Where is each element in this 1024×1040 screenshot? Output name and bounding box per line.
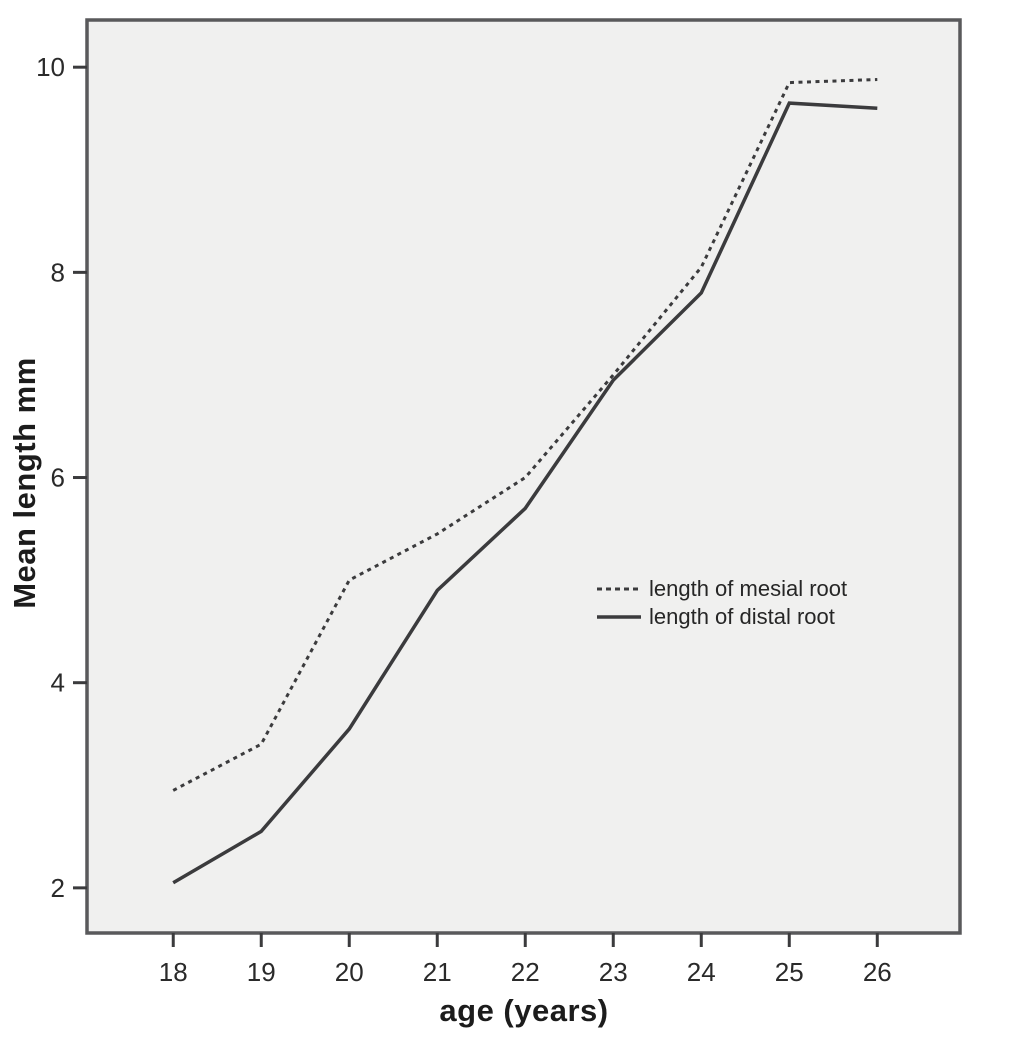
legend: length of mesial root length of distal r… xyxy=(596,575,847,631)
series-line-distal-root xyxy=(172,101,878,885)
legend-item-distal-root: length of distal root xyxy=(596,603,847,631)
x-tick-label: 26 xyxy=(863,957,892,987)
x-tick-label: 20 xyxy=(335,957,364,987)
x-tick-label: 25 xyxy=(775,957,804,987)
x-tick-label: 19 xyxy=(247,957,276,987)
y-tick-label: 10 xyxy=(36,52,65,82)
dashed-line-sample-icon xyxy=(597,587,641,591)
legend-label-mesial-root: length of mesial root xyxy=(649,576,848,601)
y-tick-label: 4 xyxy=(51,668,65,698)
legend-item-mesial-root: length of mesial root xyxy=(596,575,847,603)
y-tick-label: 8 xyxy=(51,257,65,287)
x-tick-label: 24 xyxy=(687,957,716,987)
x-tick-label: 22 xyxy=(511,957,540,987)
y-tick-label: 6 xyxy=(51,463,65,493)
plot-area xyxy=(85,18,962,935)
solid-line-sample-icon xyxy=(597,615,641,619)
y-tick-label: 2 xyxy=(51,873,65,903)
x-tick-label: 18 xyxy=(159,957,188,987)
x-tick-label: 23 xyxy=(599,957,628,987)
y-axis-title: Mean length mm xyxy=(7,357,42,609)
x-axis-title: age (years) xyxy=(439,993,609,1028)
x-tick-label: 21 xyxy=(423,957,452,987)
legend-label-distal-root: length of distal root xyxy=(649,604,835,629)
